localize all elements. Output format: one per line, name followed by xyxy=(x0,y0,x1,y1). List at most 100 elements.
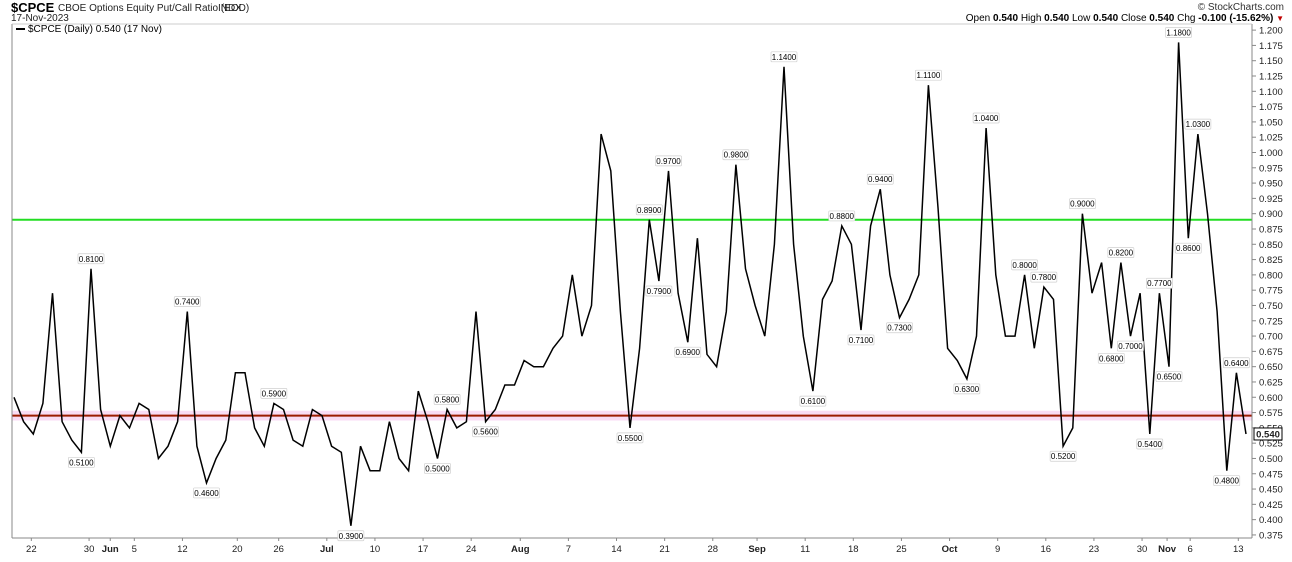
y-tick-label: 1.200 xyxy=(1259,26,1283,37)
value-label-text: 0.9400 xyxy=(868,175,893,184)
chart-date: 17-Nov-2023 xyxy=(11,13,69,24)
x-month-label: Jul xyxy=(320,544,334,555)
value-label-box xyxy=(1155,371,1183,383)
x-tick-label: 17 xyxy=(418,544,429,555)
x-tick-label: 21 xyxy=(659,544,670,555)
value-label: 0.6900 xyxy=(674,346,702,358)
y-tick-label: 0.700 xyxy=(1259,332,1283,343)
value-label-text: 0.7400 xyxy=(175,298,200,307)
value-label-box xyxy=(1030,271,1058,283)
value-label-text: 1.0300 xyxy=(1186,120,1211,129)
value-label: 0.3900 xyxy=(337,530,365,542)
y-tick-label: 0.650 xyxy=(1259,362,1283,373)
value-label: 0.6300 xyxy=(953,383,981,395)
x-tick-label: 28 xyxy=(707,544,718,555)
x-tick-label: 12 xyxy=(177,544,188,555)
open-label: Open xyxy=(965,13,991,24)
y-tick-label: 0.825 xyxy=(1259,255,1283,266)
x-month-label: Sep xyxy=(748,544,766,555)
y-tick-label: 0.775 xyxy=(1259,286,1283,297)
y-tick-label: 0.850 xyxy=(1259,240,1283,251)
y-tick-label: 1.075 xyxy=(1259,102,1283,113)
y-tick-label: 1.000 xyxy=(1259,148,1283,159)
x-tick-label: 6 xyxy=(1188,544,1193,555)
value-label: 0.7900 xyxy=(645,285,673,297)
value-label-box xyxy=(799,395,827,407)
value-label-box xyxy=(77,253,105,265)
x-tick-label: 22 xyxy=(26,544,37,555)
value-label: 0.4600 xyxy=(193,487,220,499)
close-label: Close xyxy=(1120,13,1147,24)
value-label-box xyxy=(655,155,682,167)
value-label-text: 0.8100 xyxy=(79,255,104,264)
symbol-description: CBOE Options Equity Put/Call Ratio (EOD) xyxy=(58,3,250,14)
y-tick-label: 0.475 xyxy=(1259,469,1283,480)
x-tick-label: 20 xyxy=(232,544,243,555)
x-tick-label: 18 xyxy=(848,544,859,555)
x-tick-label: 26 xyxy=(273,544,284,555)
value-label: 0.8900 xyxy=(635,204,663,216)
x-tick-label: 30 xyxy=(84,544,95,555)
value-label-box xyxy=(260,388,288,399)
legend-swatch-icon xyxy=(16,28,25,31)
value-label-box xyxy=(1097,352,1125,364)
value-label-text: 0.6800 xyxy=(1099,354,1124,363)
value-label: 0.5800 xyxy=(433,394,461,405)
last-value-marker: 0.540 xyxy=(1253,427,1283,441)
value-label-text: 0.5600 xyxy=(473,428,498,437)
x-tick-label: 10 xyxy=(370,544,381,555)
value-label-box xyxy=(472,426,499,438)
value-label-text: 0.9800 xyxy=(724,151,749,160)
cpce-price-line[interactable] xyxy=(13,42,1247,526)
value-label-box xyxy=(68,456,95,468)
value-label-text: 0.5000 xyxy=(425,464,450,473)
y-tick-label: 0.800 xyxy=(1259,270,1283,281)
value-label: 0.5900 xyxy=(260,388,288,399)
value-label-box xyxy=(886,322,913,334)
y-tick-label: 0.975 xyxy=(1259,163,1283,174)
value-label: 0.9800 xyxy=(722,149,750,161)
value-label-text: 0.5900 xyxy=(262,389,287,398)
y-tick-label: 1.175 xyxy=(1259,41,1283,52)
symbol-label[interactable]: $CPCE xyxy=(11,0,55,15)
y-tick-label: 0.600 xyxy=(1259,393,1283,404)
brand-watermark[interactable]: © StockCharts.com xyxy=(1197,2,1284,13)
value-label-box xyxy=(337,530,365,542)
value-label: 0.8800 xyxy=(828,210,856,222)
value-label: 0.8000 xyxy=(1011,259,1038,271)
y-tick-label: 0.675 xyxy=(1259,347,1283,358)
series-legend: $CPCE (Daily) 0.540 (17 Nov) xyxy=(16,24,162,35)
value-label-text: 0.5500 xyxy=(618,434,643,443)
value-label-text: 0.3900 xyxy=(339,532,364,541)
x-axis: 22 30 Jun 5 12 20 26 Jul 10 17 24 Aug 7 14 21 28 Sep 11 18… xyxy=(26,538,1244,555)
y-tick-label: 1.025 xyxy=(1259,133,1283,144)
low-label: Low xyxy=(1071,13,1091,24)
value-label: 0.8600 xyxy=(1174,242,1202,254)
value-label-text: 0.9700 xyxy=(656,157,681,166)
y-tick-label: 1.150 xyxy=(1259,56,1283,67)
value-label-box xyxy=(1011,259,1038,271)
x-month-label: Oct xyxy=(942,544,959,555)
x-tick-label: 9 xyxy=(995,544,1000,555)
value-label: 0.4800 xyxy=(1213,475,1241,487)
last-value-box xyxy=(1253,427,1283,441)
value-label-box xyxy=(616,432,644,444)
value-label: 0.5600 xyxy=(472,426,499,438)
value-label: 0.7100 xyxy=(847,334,875,346)
value-label: 0.5200 xyxy=(1049,450,1077,462)
value-label-text: 0.8600 xyxy=(1176,244,1201,253)
value-label-text: 0.6900 xyxy=(676,348,701,357)
value-label-box xyxy=(770,51,798,63)
value-label: 0.6400 xyxy=(1223,357,1250,369)
value-label-text: 0.5200 xyxy=(1051,452,1076,461)
value-label: 0.5400 xyxy=(1136,438,1164,450)
y-tick-label: 0.500 xyxy=(1259,454,1283,465)
value-label-box xyxy=(635,204,663,216)
ohlc-readout: Open 0.540 High 0.540 Low 0.540 Close 0.… xyxy=(966,13,1284,24)
value-label-text: 0.4600 xyxy=(194,489,219,498)
value-label-box xyxy=(1223,357,1250,369)
value-label-text: 0.5100 xyxy=(69,458,94,467)
value-label-text: 0.8000 xyxy=(1012,261,1037,270)
value-label-text: 0.7300 xyxy=(887,324,912,333)
